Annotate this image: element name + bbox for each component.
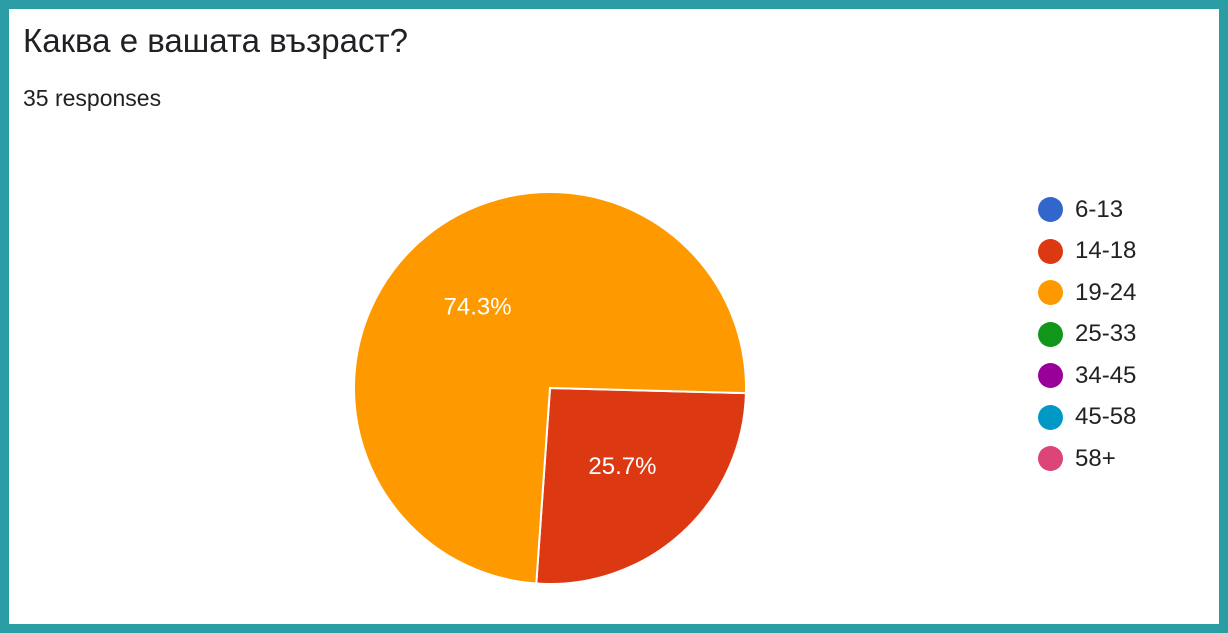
pie-slice-19-24[interactable]	[353, 191, 747, 585]
pie-slice-14-18[interactable]	[535, 386, 747, 585]
legend-item-34-45[interactable]: 34-45	[1038, 355, 1136, 397]
legend-swatch	[1038, 238, 1063, 264]
legend-swatch	[1038, 446, 1063, 472]
legend-item-6-13[interactable]: 6-13	[1038, 189, 1136, 231]
legend-label: 14-18	[1075, 237, 1137, 265]
chart-title: Каква е вашата възраст?	[23, 22, 408, 59]
legend-label: 25-33	[1075, 320, 1137, 348]
legend-item-58+[interactable]: 58+	[1038, 438, 1136, 480]
legend-swatch	[1038, 363, 1063, 389]
response-count: 35 responses	[23, 85, 162, 111]
legend-item-19-24[interactable]: 19-24	[1038, 272, 1136, 314]
legend-item-25-33[interactable]: 25-33	[1038, 314, 1136, 356]
legend-swatch	[1038, 404, 1063, 430]
legend-label: 19-24	[1075, 278, 1137, 306]
legend-item-45-58[interactable]: 45-58	[1038, 397, 1136, 439]
legend-label: 58+	[1075, 444, 1116, 472]
legend-swatch	[1038, 280, 1063, 306]
slice-label-14-18: 25.7%	[588, 453, 656, 480]
legend-swatch	[1038, 321, 1063, 347]
legend-label: 34-45	[1075, 361, 1137, 389]
legend-item-14-18[interactable]: 14-18	[1038, 231, 1136, 273]
legend-label: 6-13	[1075, 195, 1124, 223]
chart-legend: 6-13 14-18 19-24 25-33 34-45 45-58 58+	[1038, 189, 1136, 480]
legend-swatch	[1038, 197, 1063, 223]
slice-label-19-24: 74.3%	[444, 294, 512, 321]
legend-label: 45-58	[1075, 403, 1137, 431]
